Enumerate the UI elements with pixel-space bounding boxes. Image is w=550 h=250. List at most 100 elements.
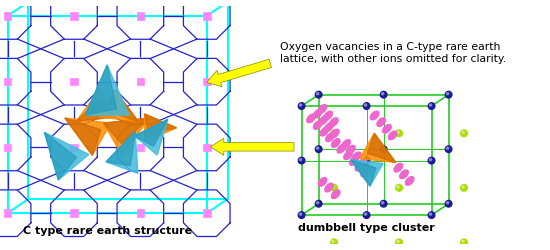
Ellipse shape	[358, 159, 366, 167]
Polygon shape	[106, 131, 138, 173]
Bar	[4, 144, 12, 151]
Circle shape	[363, 157, 370, 164]
Circle shape	[363, 212, 370, 218]
Bar	[70, 78, 78, 86]
Bar	[70, 210, 78, 217]
Ellipse shape	[346, 145, 355, 154]
Bar	[203, 210, 211, 217]
Bar	[136, 144, 144, 151]
Circle shape	[462, 186, 464, 188]
Ellipse shape	[319, 116, 328, 124]
Ellipse shape	[370, 111, 379, 120]
Circle shape	[315, 146, 322, 152]
Polygon shape	[134, 119, 168, 146]
Circle shape	[430, 104, 432, 106]
Polygon shape	[145, 114, 177, 134]
Bar	[4, 12, 12, 20]
Bar	[136, 210, 144, 217]
Ellipse shape	[331, 129, 339, 138]
Polygon shape	[107, 90, 138, 121]
Ellipse shape	[337, 144, 346, 153]
Circle shape	[332, 186, 334, 188]
Ellipse shape	[344, 151, 353, 160]
Bar	[4, 78, 12, 86]
Polygon shape	[350, 160, 376, 186]
Circle shape	[331, 239, 337, 246]
Ellipse shape	[314, 109, 322, 118]
Polygon shape	[103, 118, 150, 155]
Polygon shape	[103, 118, 150, 144]
Polygon shape	[85, 65, 117, 115]
Circle shape	[428, 103, 435, 109]
Ellipse shape	[314, 121, 322, 129]
Circle shape	[446, 91, 452, 98]
Bar	[203, 78, 211, 86]
Ellipse shape	[361, 168, 370, 177]
Circle shape	[332, 240, 334, 242]
Circle shape	[363, 103, 370, 109]
Circle shape	[382, 147, 384, 149]
Circle shape	[430, 213, 432, 215]
Ellipse shape	[349, 157, 358, 165]
Ellipse shape	[325, 183, 333, 192]
Circle shape	[299, 104, 302, 106]
Polygon shape	[134, 119, 168, 155]
Text: Oxygen vacancies in a C-type rare earth
lattice, with other ions omitted for cla: Oxygen vacancies in a C-type rare earth …	[280, 42, 506, 64]
Ellipse shape	[332, 139, 340, 147]
Bar	[136, 78, 144, 86]
Circle shape	[315, 200, 322, 207]
Ellipse shape	[307, 114, 315, 123]
Ellipse shape	[332, 190, 340, 198]
Circle shape	[382, 202, 384, 204]
Ellipse shape	[326, 133, 334, 141]
Ellipse shape	[400, 170, 408, 178]
Circle shape	[447, 147, 449, 149]
Circle shape	[316, 92, 319, 95]
Polygon shape	[76, 100, 116, 121]
Circle shape	[428, 212, 435, 218]
Circle shape	[365, 213, 367, 215]
Ellipse shape	[388, 131, 397, 140]
Ellipse shape	[405, 177, 414, 185]
Ellipse shape	[325, 122, 333, 131]
Polygon shape	[85, 65, 129, 115]
Polygon shape	[45, 132, 76, 180]
Circle shape	[397, 240, 399, 242]
Circle shape	[298, 103, 305, 109]
Circle shape	[299, 213, 302, 215]
Circle shape	[397, 131, 399, 134]
Circle shape	[298, 157, 305, 164]
Circle shape	[299, 158, 302, 161]
Ellipse shape	[342, 140, 350, 148]
Ellipse shape	[324, 111, 332, 120]
Circle shape	[462, 131, 464, 134]
Bar	[136, 12, 144, 20]
Circle shape	[428, 157, 435, 164]
FancyArrow shape	[211, 138, 294, 155]
Polygon shape	[65, 118, 101, 155]
Polygon shape	[367, 133, 396, 162]
Ellipse shape	[318, 104, 327, 113]
Text: C type rare earth structure: C type rare earth structure	[23, 226, 192, 236]
Ellipse shape	[353, 152, 361, 160]
FancyArrow shape	[207, 59, 272, 87]
Circle shape	[332, 131, 334, 134]
Bar	[70, 12, 78, 20]
Circle shape	[380, 91, 387, 98]
Polygon shape	[145, 114, 177, 142]
Ellipse shape	[318, 178, 327, 186]
Circle shape	[461, 239, 468, 246]
Circle shape	[461, 184, 468, 191]
Circle shape	[395, 184, 403, 191]
Circle shape	[298, 212, 305, 218]
Circle shape	[315, 91, 322, 98]
Polygon shape	[99, 90, 138, 121]
Circle shape	[331, 184, 337, 191]
Polygon shape	[45, 132, 89, 180]
Circle shape	[365, 158, 367, 161]
Circle shape	[447, 202, 449, 204]
Circle shape	[462, 240, 464, 242]
Ellipse shape	[364, 165, 372, 174]
Bar	[203, 144, 211, 151]
Text: dumbbell type cluster: dumbbell type cluster	[298, 223, 434, 233]
